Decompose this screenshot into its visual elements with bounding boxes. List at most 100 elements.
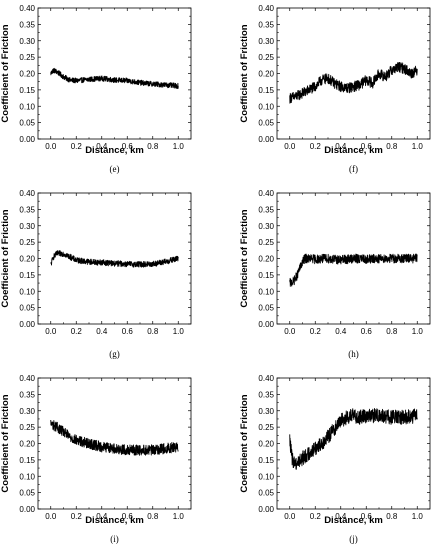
y-tick-label: 0.15 [19,271,35,280]
x-tick-label: 0.8 [147,327,159,336]
y-tick-label: 0.15 [19,86,35,95]
x-axis-label: Distance, km [324,515,383,526]
x-tick-label: 0.8 [147,512,159,521]
panel-caption: (j) [349,534,358,544]
y-tick-label: 0.35 [19,20,35,29]
x-tick-label: 0.0 [45,327,57,336]
y-tick-label: 0.05 [258,304,274,313]
plot-frame [37,192,192,325]
x-tick-label: 0.2 [71,142,83,151]
friction-trace [289,61,418,104]
y-tick-label: 0.20 [19,255,35,264]
x-tick-label: 0.6 [122,512,134,521]
y-axis-label: Coefficient of Friction [0,209,11,307]
x-tick-label: 1.0 [173,327,185,336]
chart-panel: 0.00 0.05 0.10 0.15 0.20 0.25 0.30 0.35 0.40 0.0 0… [239,374,431,544]
y-tick-label: 0.05 [19,304,35,313]
y-tick-label: 0.10 [19,287,35,296]
y-axis-label: Coefficient of Friction [0,24,11,122]
y-tick-label: 0.40 [258,4,274,13]
x-tick-label: 0.6 [361,327,373,336]
y-tick-label: 0.25 [258,238,274,247]
panel-caption: (i) [110,534,119,544]
y-tick-label: 0.00 [19,320,35,329]
y-tick-label: 0.00 [258,135,274,144]
x-tick-label: 0.6 [361,512,373,521]
y-tick-label: 0.25 [258,53,274,62]
y-tick-label: 0.00 [258,320,274,329]
y-tick-label: 0.10 [258,287,274,296]
y-tick-label: 0.40 [19,189,35,198]
friction-trace [289,253,418,287]
x-tick-label: 0.2 [310,512,322,521]
panel-caption: (g) [109,349,120,359]
y-tick-label: 0.25 [19,423,35,432]
y-tick-label: 0.20 [258,70,274,79]
x-tick-label: 0.4 [96,327,108,336]
y-tick-label: 0.30 [19,222,35,231]
y-axis-label: Coefficient of Friction [239,394,250,492]
y-tick-label: 0.10 [258,102,274,111]
panel-caption: (h) [348,349,359,359]
y-tick-label: 0.00 [19,135,35,144]
friction-trace [50,250,179,268]
x-tick-label: 0.4 [96,142,108,151]
y-tick-label: 0.00 [258,505,274,514]
x-tick-label: 1.0 [173,512,185,521]
x-axis-label: Distance, km [85,515,144,526]
y-tick-label: 0.15 [258,271,274,280]
y-tick-label: 0.10 [258,472,274,481]
x-tick-label: 0.2 [310,142,322,151]
x-tick-label: 0.4 [96,512,108,521]
x-tick-label: 1.0 [412,512,424,521]
x-tick-label: 0.8 [386,327,398,336]
y-axis-label: Coefficient of Friction [239,24,250,122]
x-tick-label: 0.2 [310,327,322,336]
x-tick-label: 0.0 [284,327,296,336]
x-tick-label: 0.6 [122,327,134,336]
x-axis-label: Distance, km [324,145,383,156]
y-tick-label: 0.00 [19,505,35,514]
y-tick-label: 0.20 [19,440,35,449]
y-tick-label: 0.40 [258,374,274,383]
x-tick-label: 0.4 [335,142,347,151]
chart-panel: 0.00 0.05 0.10 0.15 0.20 0.25 0.30 0.35 0.40 0.0 0… [239,189,431,359]
y-tick-label: 0.05 [258,119,274,128]
y-tick-label: 0.40 [19,374,35,383]
x-tick-label: 0.0 [45,512,57,521]
panel-caption: (e) [110,164,120,174]
y-axis-label: Coefficient of Friction [0,394,11,492]
y-tick-label: 0.25 [19,53,35,62]
y-tick-label: 0.05 [19,119,35,128]
x-tick-label: 0.2 [71,512,83,521]
x-tick-label: 0.4 [335,327,347,336]
y-tick-label: 0.15 [19,456,35,465]
y-tick-label: 0.10 [19,472,35,481]
chart-panel: 0.00 0.05 0.10 0.15 0.20 0.25 0.30 0.35 0.40 0.0 0… [0,4,192,174]
x-tick-label: 0.0 [284,142,296,151]
x-tick-label: 0.8 [386,512,398,521]
y-tick-label: 0.30 [19,37,35,46]
x-axis-label: Distance, km [85,145,144,156]
y-tick-label: 0.30 [19,407,35,416]
y-axis-label: Coefficient of Friction [239,209,250,307]
x-tick-label: 0.2 [71,327,83,336]
y-tick-label: 0.35 [258,390,274,399]
x-tick-label: 1.0 [412,142,424,151]
panel-caption: (f) [349,164,358,174]
friction-trace [289,408,418,470]
y-tick-label: 0.05 [258,489,274,498]
plot-frame [276,377,431,510]
chart-panel: 0.00 0.05 0.10 0.15 0.20 0.25 0.30 0.35 0.40 0.0 0… [0,189,192,359]
x-tick-label: 0.6 [122,142,134,151]
x-tick-label: 0.8 [147,142,159,151]
y-tick-label: 0.35 [19,205,35,214]
friction-trace [50,420,179,456]
y-tick-label: 0.20 [19,70,35,79]
x-tick-label: 0.6 [361,142,373,151]
chart-panel: 0.00 0.05 0.10 0.15 0.20 0.25 0.30 0.35 0.40 0.0 0… [0,374,192,544]
x-tick-label: 0.0 [45,142,57,151]
y-tick-label: 0.25 [258,423,274,432]
